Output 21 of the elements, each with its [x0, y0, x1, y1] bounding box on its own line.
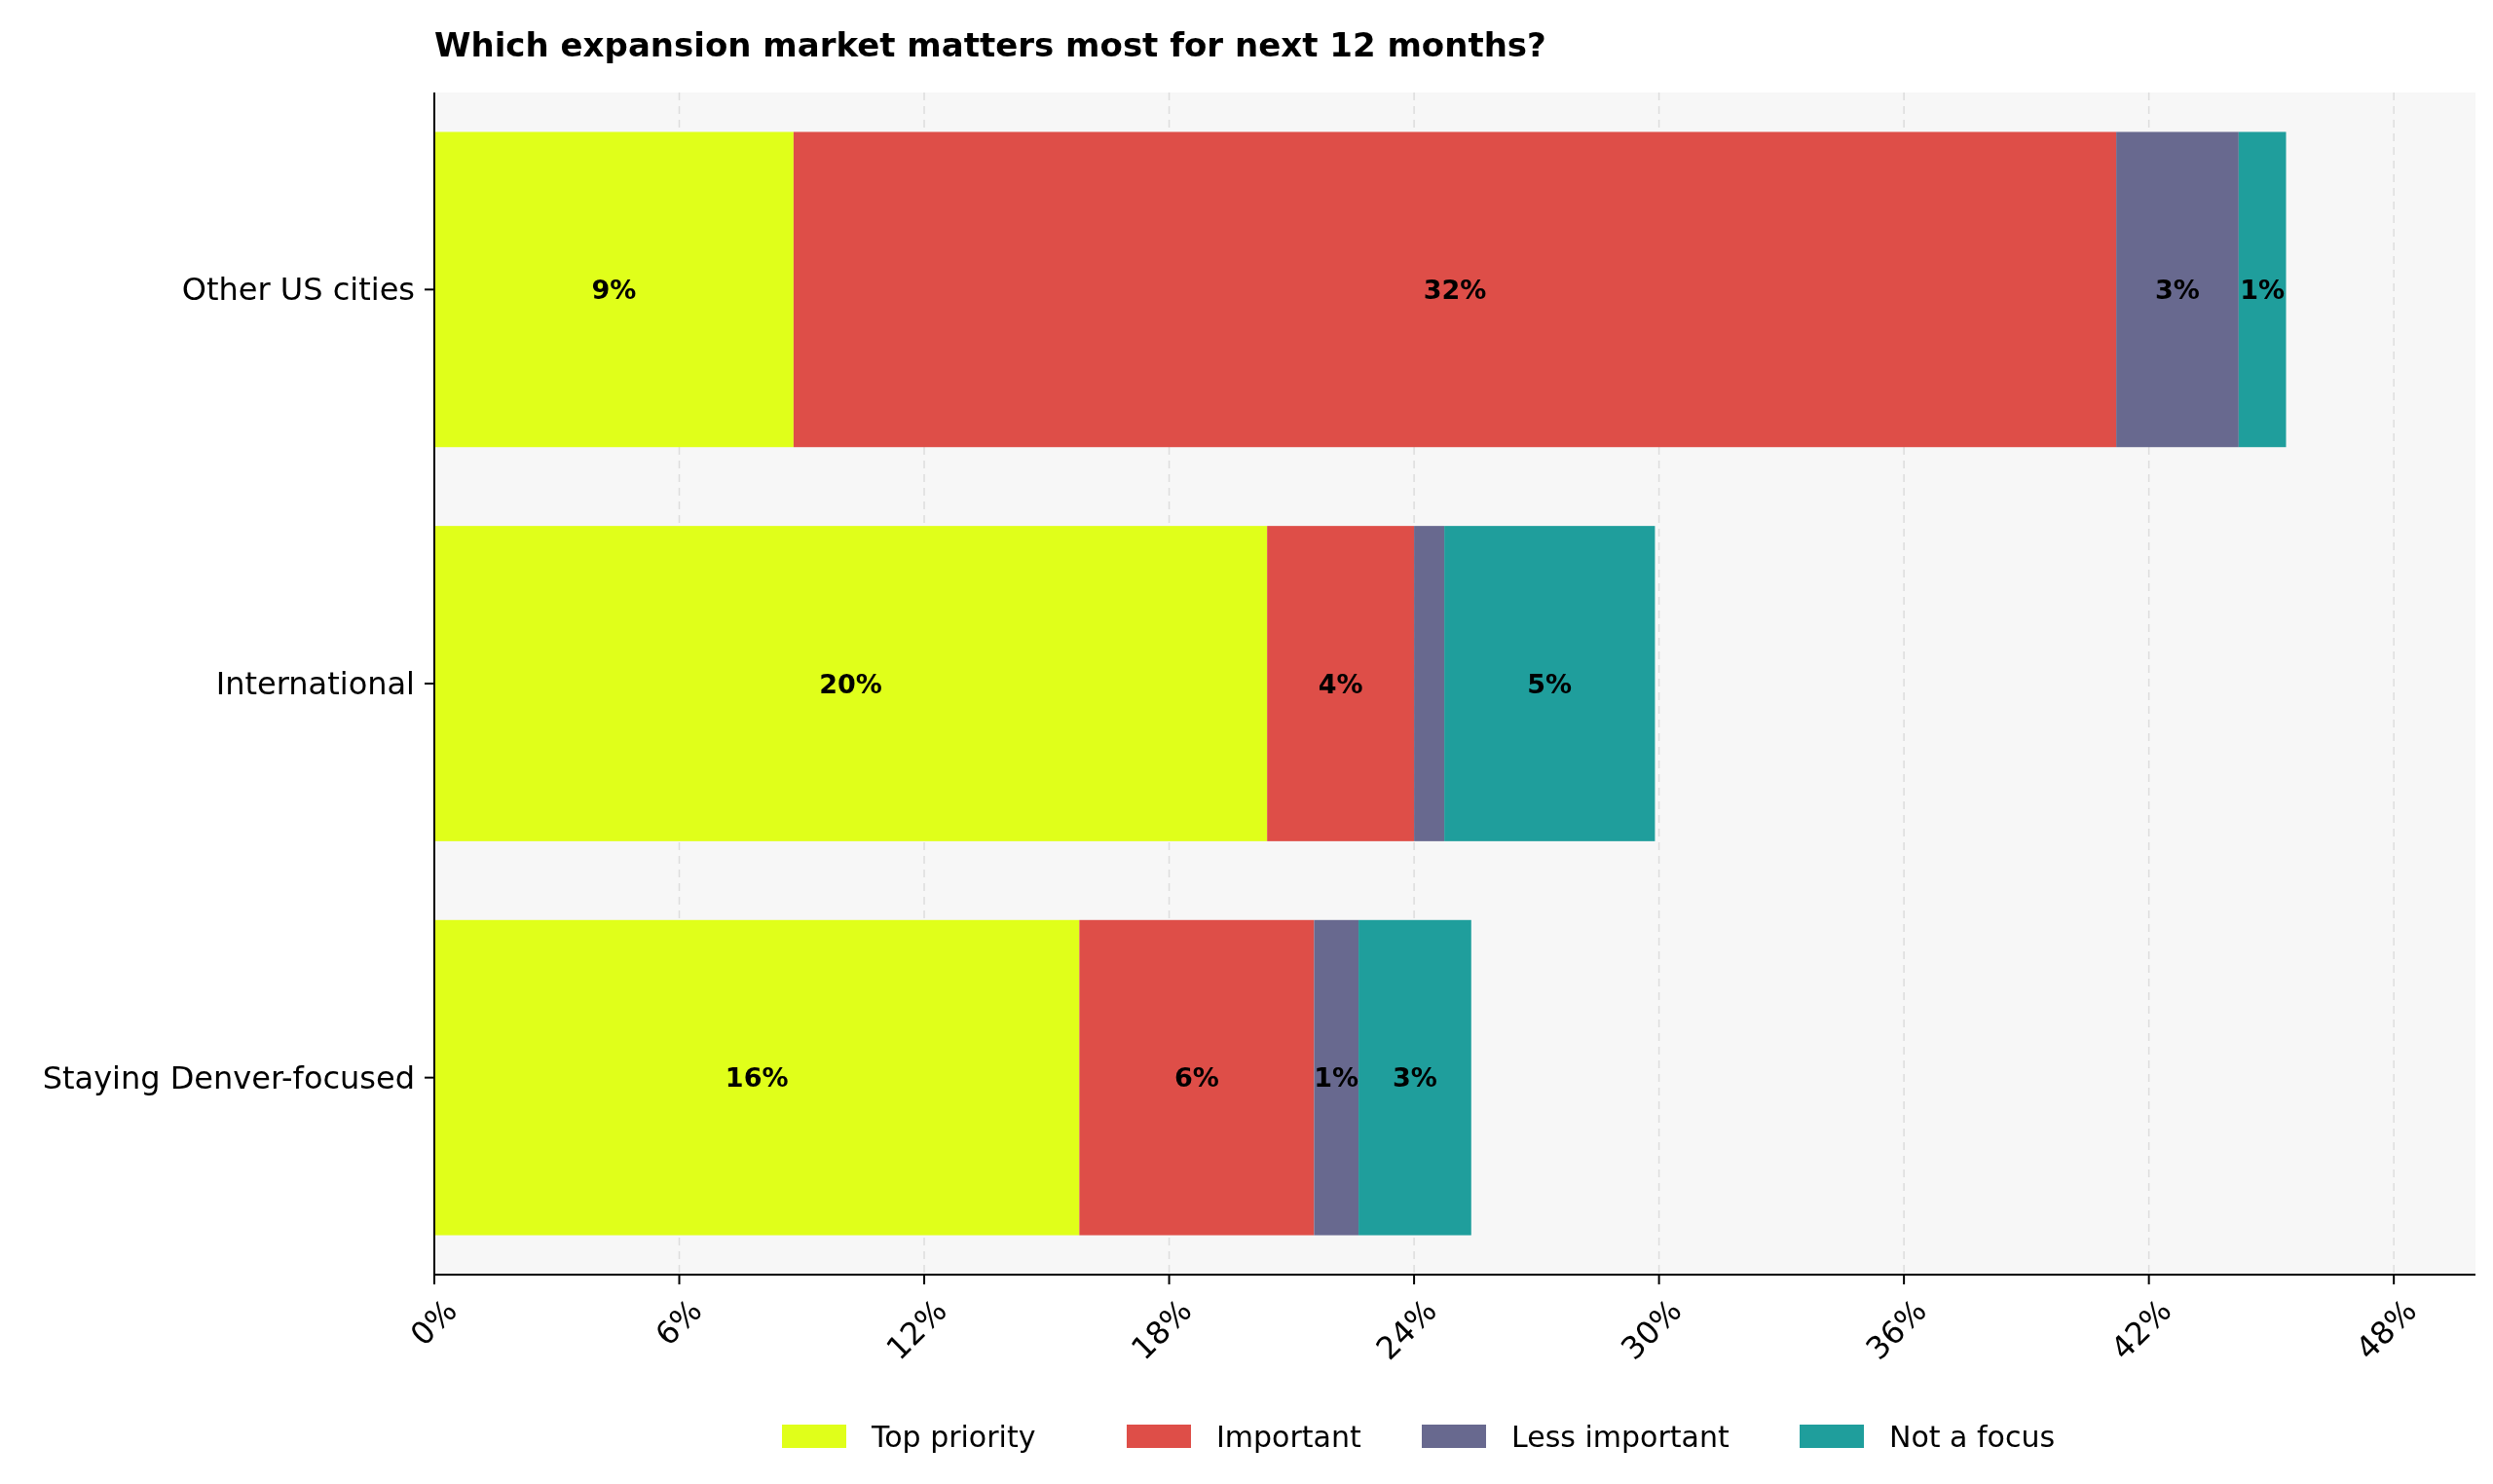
legend-label: Less important [1511, 1419, 1730, 1454]
data-label: 3% [2155, 274, 2200, 305]
data-label: 5% [1527, 668, 1573, 699]
y-tick-label: Other US cities [181, 271, 415, 309]
legend-label: Not a focus [1889, 1419, 2056, 1454]
data-label: 1% [2240, 274, 2286, 305]
x-tick-label: 0% [402, 1291, 465, 1354]
data-label: 16% [725, 1062, 789, 1094]
data-label: 9% [591, 274, 637, 305]
data-label: 20% [819, 668, 882, 699]
chart-title: Which expansion market matters most for next 12 months? [434, 25, 1546, 64]
y-tick-label: Staying Denver-focused [42, 1058, 415, 1096]
legend-label: Top priority [871, 1419, 1036, 1454]
y-tick-label: International [215, 665, 415, 702]
legend-label: Important [1216, 1419, 1361, 1454]
data-label: 3% [1393, 1062, 1437, 1094]
data-label: 6% [1173, 1062, 1219, 1094]
data-label: 32% [1423, 274, 1487, 305]
x-tick-label: 6% [648, 1291, 710, 1354]
data-label: 4% [1318, 668, 1363, 699]
data-label: 1% [1314, 1062, 1359, 1094]
